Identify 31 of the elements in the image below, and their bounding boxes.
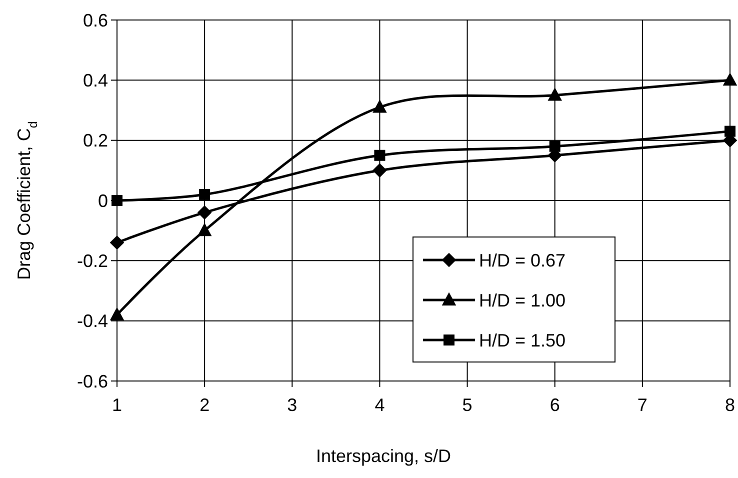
point — [110, 307, 124, 320]
legend-label: H/D = 0.67 — [479, 250, 566, 270]
x-tick-label: 8 — [724, 395, 736, 415]
y-tick-label: 0 — [98, 190, 108, 211]
y-tick-label: -0.4 — [76, 311, 108, 332]
x-tick-label: 2 — [200, 395, 210, 415]
x-tick-label: 3 — [287, 395, 298, 415]
point — [548, 88, 562, 101]
x-tick-label: 6 — [550, 395, 560, 415]
x-tick-label: 7 — [637, 395, 648, 415]
point — [724, 126, 736, 137]
y-tick-label: 0.6 — [82, 10, 108, 30]
y-tick-label: -0.2 — [76, 250, 108, 271]
point — [197, 222, 212, 236]
legend-label: H/D = 1.50 — [479, 330, 566, 350]
point — [199, 188, 210, 200]
x-axis-title: Interspacing, s/D — [316, 446, 452, 466]
y-tick-label: -0.6 — [76, 371, 108, 392]
x-tick-label: 1 — [112, 395, 122, 415]
point — [372, 100, 387, 113]
legend-label: H/D = 1.00 — [479, 290, 566, 310]
point — [372, 163, 387, 178]
point — [374, 150, 386, 161]
point — [110, 235, 124, 250]
point — [549, 140, 560, 152]
y-tick-label: 0.2 — [82, 130, 108, 151]
x-tick-label: 4 — [374, 395, 385, 415]
point — [197, 205, 212, 220]
point — [722, 72, 738, 86]
y-tick-label: 0.4 — [82, 70, 108, 90]
x-tick-label: 5 — [462, 395, 472, 415]
